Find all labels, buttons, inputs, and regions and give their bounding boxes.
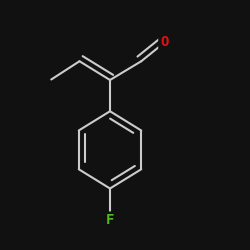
Text: F: F	[106, 214, 114, 228]
Text: O: O	[160, 36, 169, 50]
